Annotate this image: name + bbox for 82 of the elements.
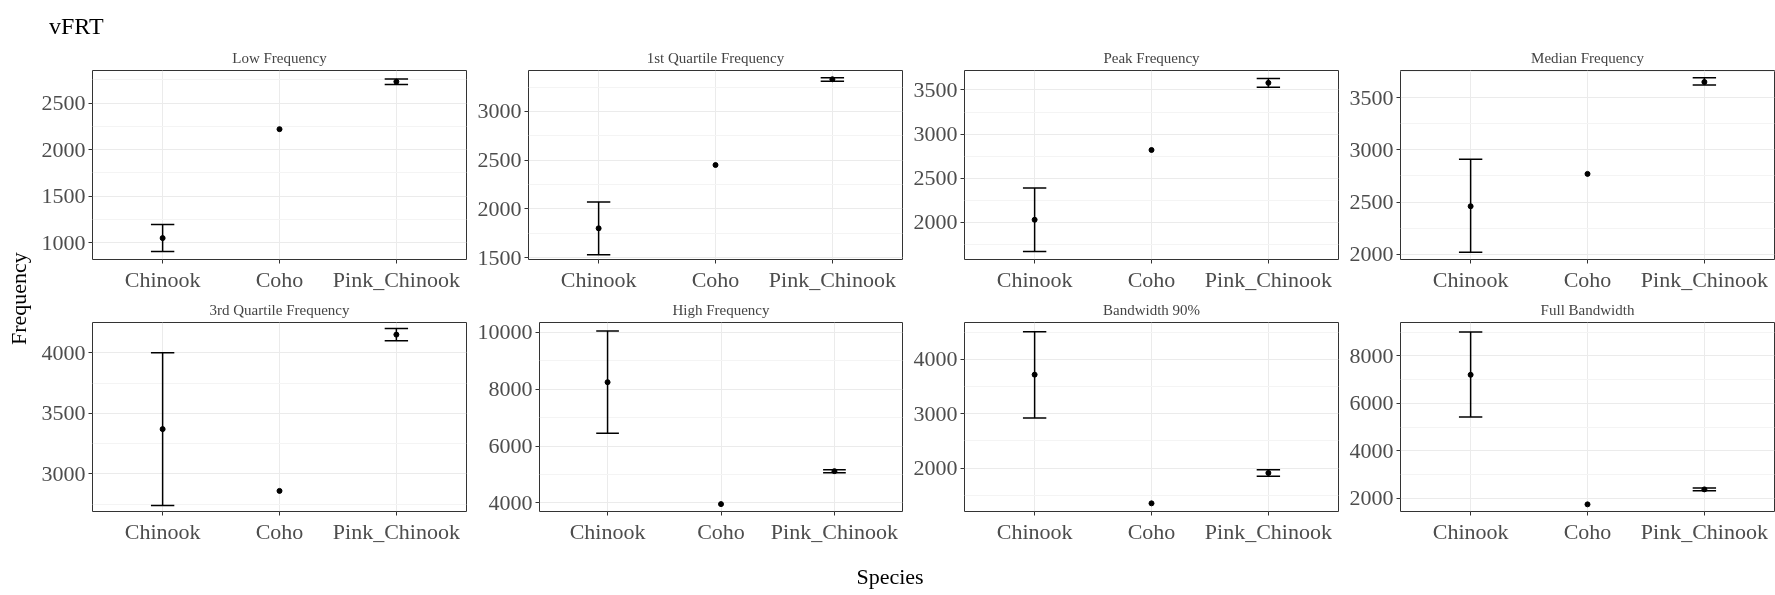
y-tick-label: 2000 [913, 209, 958, 235]
x-tick-label: Chinook [560, 266, 637, 292]
x-tick-label: Pink_Chinook [332, 266, 460, 292]
chart-title: High Frequency [672, 301, 771, 318]
y-tick-label: 4000 [41, 339, 86, 365]
point [595, 225, 602, 232]
x-tick-label: Coho [697, 518, 745, 544]
point [159, 235, 166, 242]
x-tick-label: Chinook [569, 518, 646, 544]
text: Frequency [5, 252, 32, 346]
chart-title: Peak Frequency [1103, 49, 1201, 66]
point [712, 162, 719, 168]
point [1031, 371, 1038, 378]
x-tick-label: Pink_Chinook [1640, 266, 1768, 292]
y-tick-label: 6000 [488, 433, 533, 459]
y-tick-label: 2500 [477, 147, 522, 173]
x-tick-label: Coho [1127, 266, 1176, 292]
text: vFRT [49, 12, 104, 41]
x-tick-label: Chinook [996, 518, 1073, 544]
y-tick-label: 4000 [488, 489, 533, 515]
x-tick-label: Coho [255, 518, 304, 544]
chart-title: Median Frequency [1531, 49, 1645, 66]
chart-title: Bandwidth 90% [1102, 301, 1201, 318]
x-tick-label: Chinook [1432, 266, 1509, 292]
point [159, 426, 166, 433]
chart-title: 1st Quartile Frequency [646, 49, 785, 66]
y-tick-label: 8000 [1349, 342, 1394, 368]
point [1148, 146, 1155, 153]
x-tick-label: Coho [691, 266, 740, 292]
y-tick-label: 1500 [41, 183, 86, 209]
x-tick-label: Pink_Chinook [770, 518, 899, 544]
y-tick-label: 4000 [1349, 437, 1394, 463]
point [276, 487, 283, 494]
x-tick-label: Coho [1127, 518, 1176, 544]
x-tick-label: Pink_Chinook [332, 518, 460, 544]
y-tick-label: 3500 [1349, 84, 1394, 110]
y-tick-label: 2000 [477, 195, 522, 221]
y-tick-label: 2500 [1349, 189, 1394, 215]
x-tick-label: Chinook [124, 266, 201, 292]
point [1584, 501, 1591, 508]
y-tick-label: 1000 [41, 229, 86, 255]
x-tick-label: Pink_Chinook [1204, 518, 1332, 544]
y-tick-label: 10000 [477, 319, 533, 345]
y-tick-label: 3000 [477, 98, 522, 124]
y-tick-label: 3000 [913, 400, 958, 426]
y-tick-label: 3500 [41, 400, 86, 426]
x-tick-label: Chinook [124, 518, 201, 544]
point [1467, 371, 1474, 378]
y-tick-label: 3000 [1349, 136, 1394, 162]
point [1031, 216, 1038, 223]
y-tick-label: 1500 [477, 244, 522, 270]
point [393, 331, 400, 338]
y-tick-label: 3500 [913, 76, 958, 102]
x-tick-label: Coho [1563, 266, 1612, 292]
x-tick-label: Coho [1563, 518, 1612, 544]
x-tick-label: Pink_Chinook [1204, 266, 1332, 292]
y-tick-label: 8000 [488, 376, 533, 402]
chart-title: Full Bandwidth [1540, 301, 1635, 318]
point [1148, 500, 1155, 507]
point [276, 126, 283, 133]
y-tick-label: 3000 [41, 460, 86, 486]
y-tick-label: 6000 [1349, 390, 1394, 416]
y-tick-label: 2000 [41, 136, 86, 162]
x-tick-label: Coho [255, 266, 304, 292]
point [1584, 170, 1591, 177]
point [604, 379, 611, 386]
y-tick-label: 3000 [913, 121, 958, 147]
x-tick-label: Pink_Chinook [768, 266, 896, 292]
point [718, 501, 724, 508]
y-tick-label: 2500 [913, 165, 958, 191]
y-tick-label: 2000 [913, 455, 958, 481]
text: Species [856, 563, 924, 591]
y-tick-label: 2000 [1349, 485, 1394, 511]
chart-title: 3rd Quartile Frequency [209, 301, 350, 318]
x-tick-label: Chinook [996, 266, 1073, 292]
x-tick-label: Chinook [1432, 518, 1509, 544]
point [1467, 203, 1474, 210]
y-tick-label: 2000 [1349, 241, 1394, 267]
chart-title: Low Frequency [232, 49, 328, 66]
x-tick-label: Pink_Chinook [1640, 518, 1768, 544]
y-tick-label: 2500 [41, 90, 86, 116]
y-tick-label: 4000 [913, 346, 958, 372]
